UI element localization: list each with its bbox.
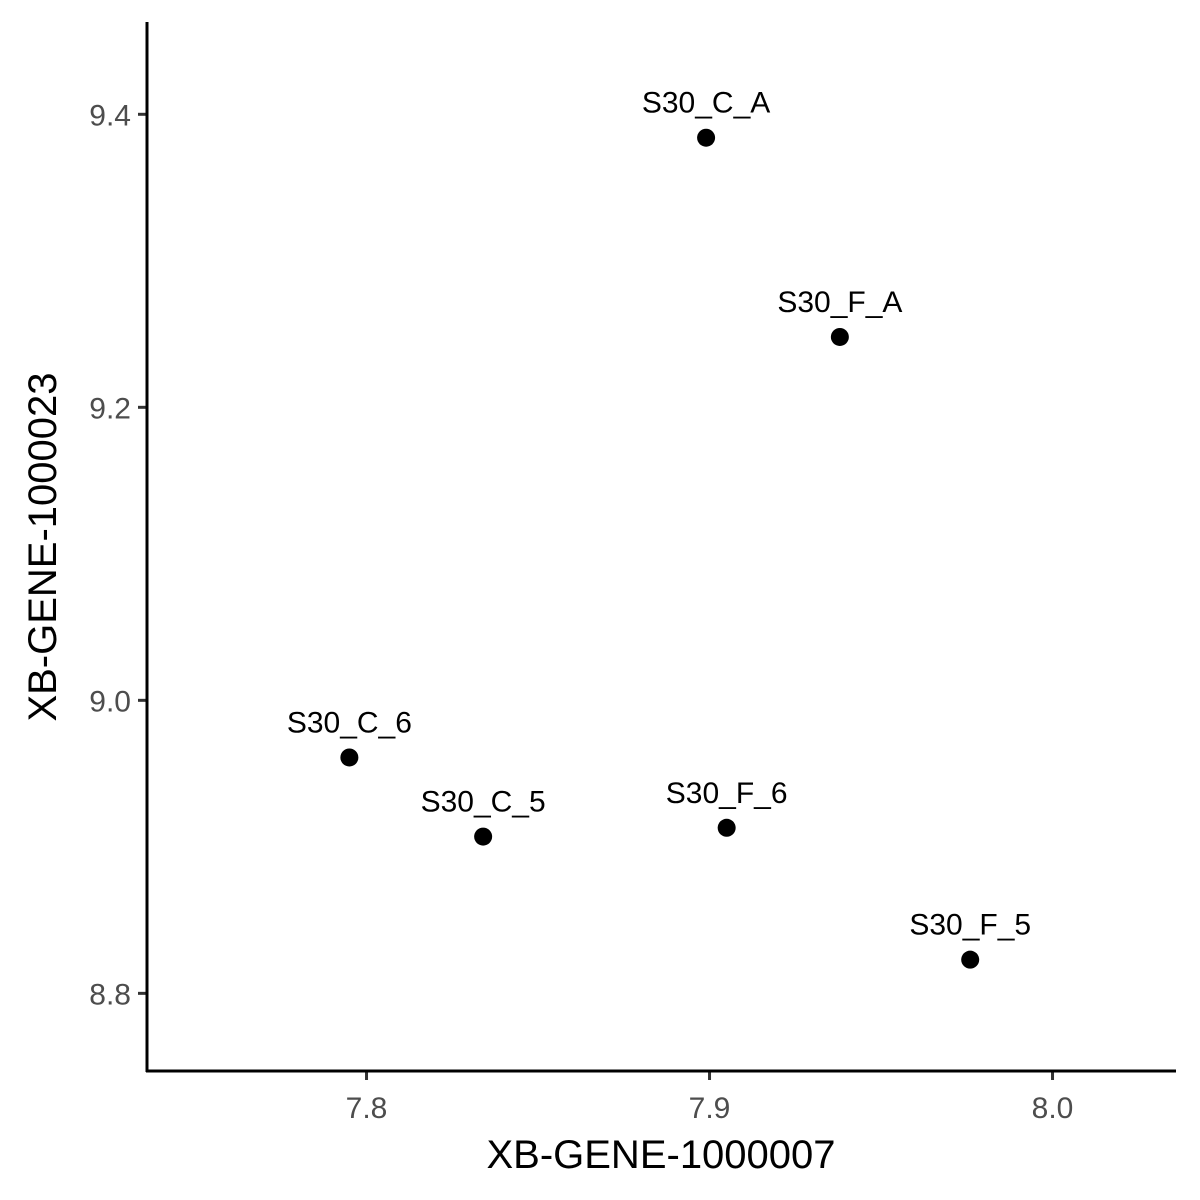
y-axis-title: XB-GENE-1000023 [21, 372, 65, 721]
data-points [340, 128, 980, 969]
y-tick-label: 9.2 [89, 392, 131, 425]
y-tick-label: 8.8 [89, 978, 131, 1011]
y-tick-label: 9.4 [89, 99, 131, 132]
y-tick-labels: 8.8 9.0 9.2 9.4 [89, 99, 131, 1011]
data-point [340, 748, 359, 767]
x-tick-label: 7.9 [689, 1092, 731, 1125]
x-tick-label: 7.8 [346, 1092, 388, 1125]
data-point [830, 327, 849, 346]
data-point-label: S30_C_5 [421, 786, 546, 819]
data-point [474, 827, 493, 846]
data-point [961, 950, 980, 969]
data-point-label: S30_C_6 [287, 706, 412, 739]
data-point [717, 818, 736, 837]
data-point-label: S30_F_6 [666, 777, 788, 810]
x-tick-label: 8.0 [1032, 1092, 1074, 1125]
data-point-label: S30_C_A [642, 87, 770, 120]
data-point-label: S30_F_5 [909, 909, 1031, 942]
data-point [697, 128, 716, 147]
x-axis-title: XB-GENE-1000007 [486, 1133, 835, 1177]
data-point-labels: S30_C_A S30_F_A S30_C_6 S30_C_5 S30_F_6 S30_F… [287, 87, 1031, 942]
data-point-label: S30_F_A [777, 286, 902, 319]
x-tick-labels: 7.8 7.9 8.0 [346, 1092, 1074, 1125]
y-tick-label: 9.0 [89, 685, 131, 718]
